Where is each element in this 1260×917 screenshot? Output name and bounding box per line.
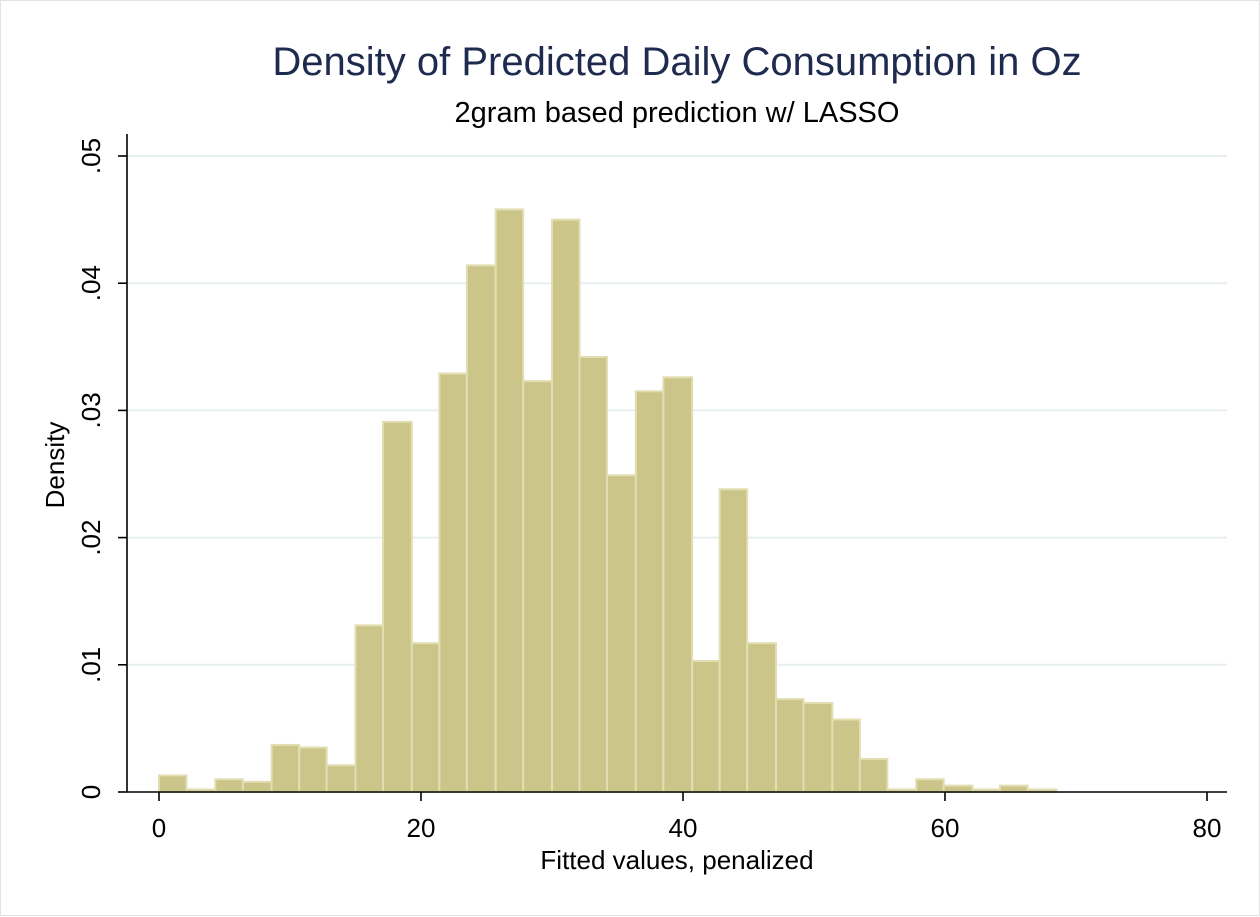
chart-subtitle: 2gram based prediction w/ LASSO bbox=[455, 97, 900, 129]
x-tick-label-4: 80 bbox=[1193, 813, 1222, 843]
histogram-bar-25 bbox=[858, 757, 889, 793]
histogram-bar-8 bbox=[382, 420, 413, 793]
axes bbox=[126, 134, 1227, 793]
x-tick-label-1: 20 bbox=[407, 813, 436, 843]
histogram-bar-3 bbox=[241, 780, 273, 793]
histogram-bar-4 bbox=[270, 743, 301, 793]
histogram-bar-19 bbox=[691, 659, 721, 794]
histogram-bar-30 bbox=[999, 784, 1029, 794]
x-tick-label-3: 60 bbox=[931, 813, 960, 843]
y-tick-label-3: .03 bbox=[76, 392, 106, 428]
y-tick-label-1: .01 bbox=[76, 647, 106, 683]
x-tick-label-0: 0 bbox=[152, 813, 166, 843]
y-tick-label-5: .05 bbox=[76, 138, 106, 174]
chart-title: Density of Predicted Daily Consumption i… bbox=[272, 40, 1081, 84]
histogram-bar-11 bbox=[465, 264, 497, 793]
histogram-bar-14 bbox=[551, 218, 581, 794]
y-tick-label-2: .02 bbox=[76, 520, 106, 556]
histogram-bar-10 bbox=[438, 372, 468, 793]
histogram-bar-2 bbox=[214, 778, 244, 794]
x-tick-label-2: 40 bbox=[669, 813, 698, 843]
histogram-bar-23 bbox=[802, 701, 834, 794]
x-axis-title: Fitted values, penalized bbox=[540, 845, 813, 875]
histogram-bar-28 bbox=[942, 784, 974, 794]
x-axis-ticks: 0 20 40 60 80 bbox=[152, 792, 1222, 843]
y-axis-title: Density bbox=[40, 422, 70, 509]
histogram-bar-21 bbox=[746, 642, 778, 794]
histogram-bar-0 bbox=[158, 774, 188, 793]
histogram-bar-16 bbox=[606, 474, 637, 793]
histogram-bar-20 bbox=[718, 488, 749, 793]
histogram-bar-24 bbox=[831, 718, 861, 793]
histogram-bar-22 bbox=[775, 698, 805, 793]
histogram-bar-17 bbox=[634, 390, 665, 793]
y-tick-label-4: .04 bbox=[76, 265, 106, 301]
histogram-bar-15 bbox=[578, 355, 609, 793]
y-tick-label-0: 0 bbox=[76, 785, 106, 799]
histogram-bar-9 bbox=[410, 642, 441, 794]
histogram-bar-7 bbox=[354, 624, 385, 793]
histogram-bar-13 bbox=[522, 380, 553, 793]
y-axis-ticks: 0 .01 .02 .03 .04 .05 bbox=[76, 138, 127, 799]
histogram-bar-27 bbox=[915, 778, 945, 794]
histogram-bar-18 bbox=[662, 376, 694, 793]
histogram-bar-5 bbox=[298, 746, 328, 793]
histogram-bar-6 bbox=[325, 764, 357, 794]
histogram-bars bbox=[158, 208, 1058, 794]
histogram-bar-12 bbox=[494, 208, 525, 793]
